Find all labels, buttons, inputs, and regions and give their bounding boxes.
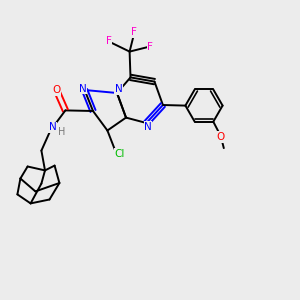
Text: Cl: Cl bbox=[114, 148, 124, 159]
Text: N: N bbox=[144, 122, 152, 132]
Text: F: F bbox=[131, 27, 137, 38]
Text: F: F bbox=[106, 36, 112, 46]
Text: O: O bbox=[52, 85, 61, 95]
Text: N: N bbox=[49, 122, 57, 133]
Text: N: N bbox=[79, 83, 87, 94]
Text: F: F bbox=[147, 41, 153, 52]
Text: H: H bbox=[58, 127, 65, 137]
Text: O: O bbox=[216, 132, 224, 142]
Text: N: N bbox=[115, 84, 122, 94]
